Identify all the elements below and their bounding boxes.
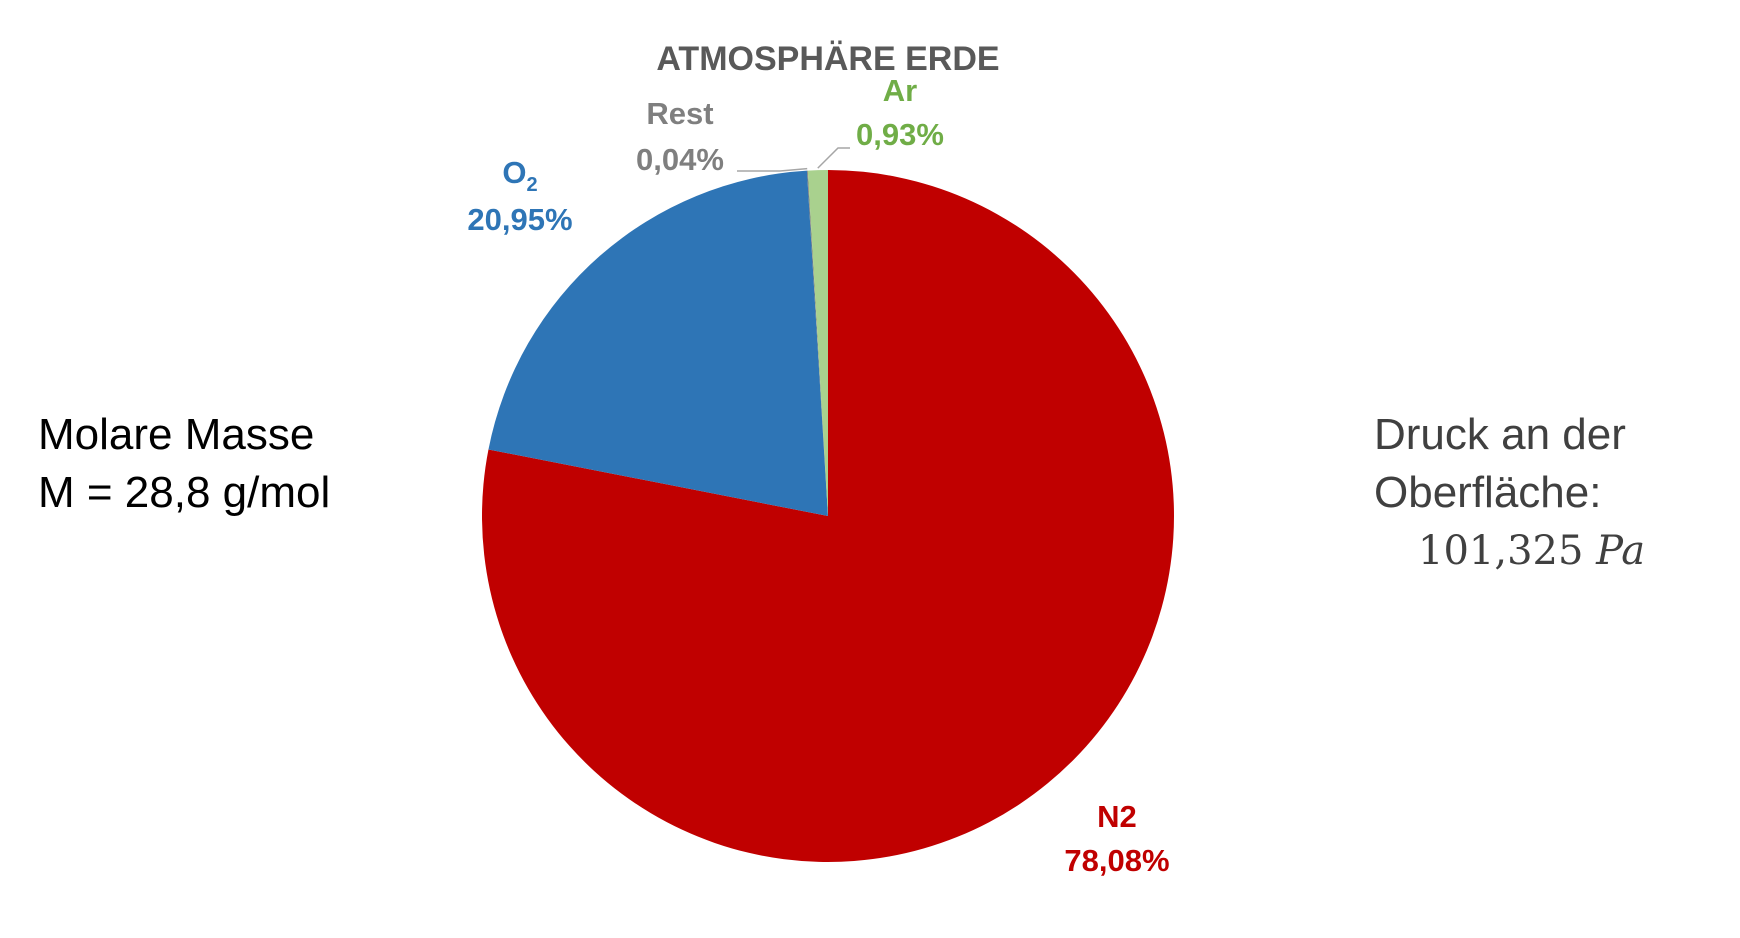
slice-label-n2-name: N2 [1097, 799, 1137, 834]
slice-label-o2-name: O2 [502, 155, 537, 196]
leader-line-ar [817, 147, 850, 169]
pressure-number: 101,325 [1418, 528, 1584, 574]
pressure-unit: Pa [1596, 528, 1646, 574]
leader-line-rest [737, 167, 808, 172]
slice-label-rest-value: 0,04% [636, 142, 724, 177]
molar-mass-note: Molare Masse M = 28,8 g/mol [38, 406, 330, 522]
slice-label-n2-value: 78,08% [1064, 843, 1169, 878]
molar-mass-heading: Molare Masse [38, 410, 315, 459]
pressure-heading-line1: Druck an der [1374, 410, 1626, 459]
slice-label-ar-value: 0,93% [856, 117, 944, 152]
slice-label-o2-value: 20,95% [467, 202, 572, 237]
slice-label-ar-name: Ar [883, 73, 917, 108]
surface-pressure-note: Druck an der Oberfläche: 101,325 Pa [1374, 406, 1645, 580]
pie-slice-o2 [488, 170, 828, 516]
pressure-heading-line2: Oberfläche: [1374, 468, 1602, 517]
pie-slices [482, 170, 1175, 863]
pie-slice-rest [806, 170, 828, 516]
leader-lines [737, 147, 850, 172]
molar-mass-value: M = 28,8 g/mol [38, 468, 331, 517]
pressure-value: 101,325 Pa [1374, 522, 1645, 580]
pie-slice-ar [807, 170, 828, 516]
pie-slice-n2 [482, 170, 1175, 863]
chart-title: ATMOSPHÄRE ERDE [656, 40, 999, 78]
slice-label-rest-name: Rest [646, 96, 713, 131]
